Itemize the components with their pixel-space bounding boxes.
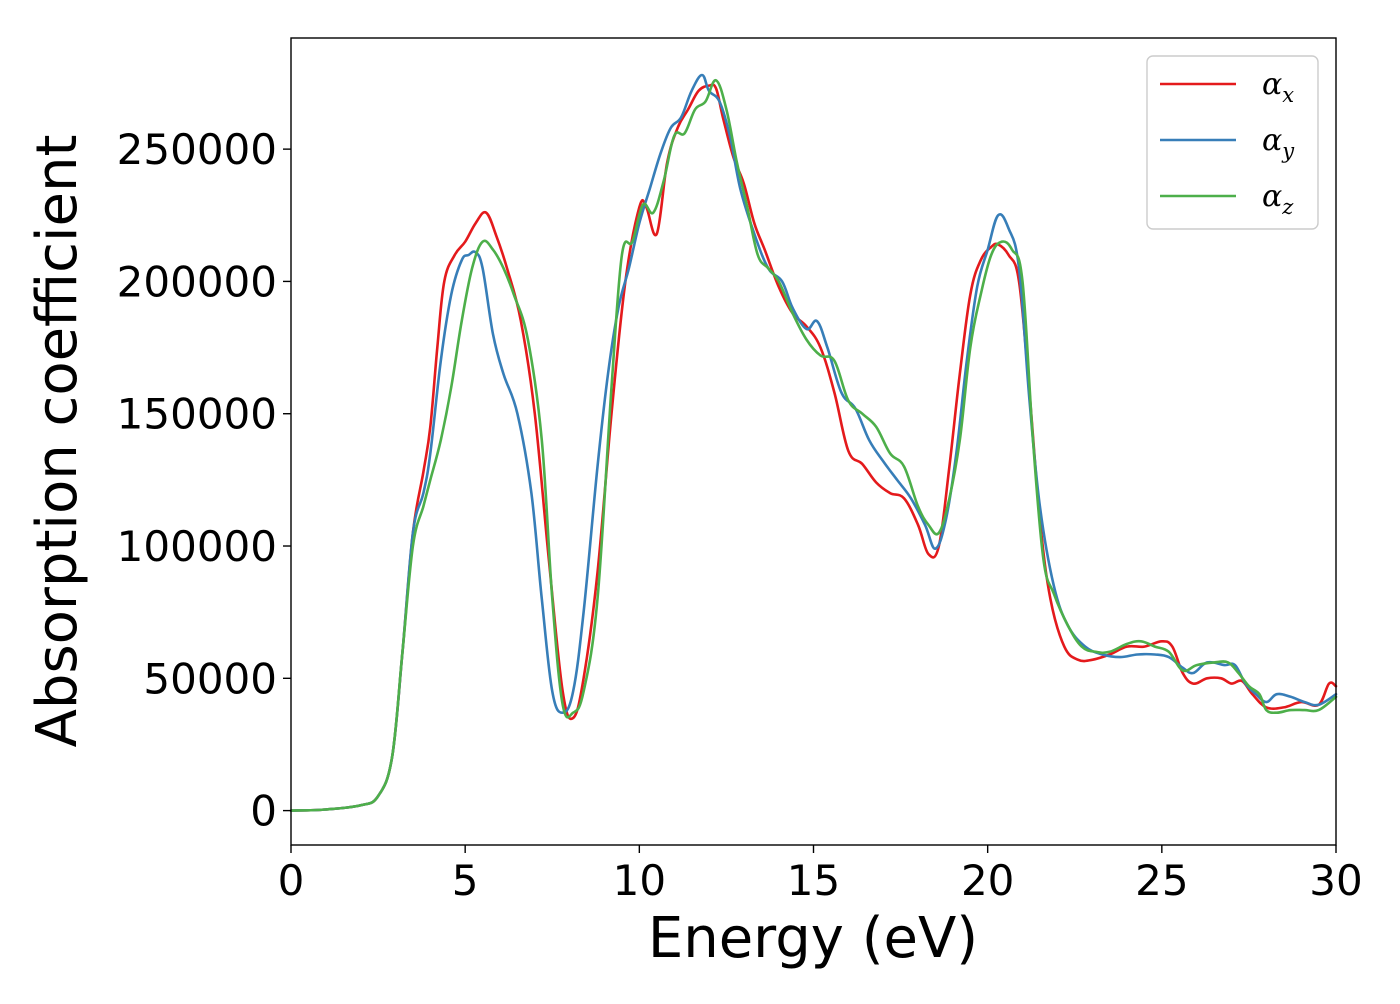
legend-label-base: α <box>1262 179 1282 214</box>
legend-label-z: αz <box>1262 179 1294 219</box>
x-axis-title: Energy (eV) <box>648 906 978 971</box>
x-tick-label: 15 <box>787 856 840 905</box>
y-tick-label: 150000 <box>117 390 277 439</box>
y-tick-label: 250000 <box>117 125 277 174</box>
y-axis-title: Absorption coefficient <box>25 135 90 748</box>
legend-label-subscript: x <box>1282 83 1294 107</box>
legend-label-y: αy <box>1262 123 1295 163</box>
x-tick-label: 30 <box>1309 856 1362 905</box>
y-tick-label: 50000 <box>143 654 277 703</box>
y-tick-label: 200000 <box>117 257 277 306</box>
y-tick-label: 0 <box>250 787 277 836</box>
x-tick-label: 20 <box>961 856 1014 905</box>
series-line-y <box>289 73 1338 812</box>
legend-label-x: αx <box>1262 67 1294 107</box>
legend-label-base: α <box>1262 67 1282 102</box>
legend-box <box>1146 55 1319 230</box>
legend-label-subscript: y <box>1281 139 1295 163</box>
plot-area <box>289 73 1338 812</box>
x-tick-label: 5 <box>452 856 479 905</box>
x-tick-label: 10 <box>613 856 666 905</box>
series-line-z <box>289 79 1338 812</box>
legend-label-base: α <box>1262 123 1282 158</box>
legend-label-subscript: z <box>1281 195 1294 219</box>
y-tick-label: 100000 <box>117 522 277 571</box>
x-tick-label: 25 <box>1135 856 1188 905</box>
x-tick-label: 0 <box>278 856 305 905</box>
y-axis: 0 50000 100000 150000 200000 250000 <box>117 125 291 836</box>
x-axis: 0 5 10 15 20 25 30 <box>278 845 1363 905</box>
